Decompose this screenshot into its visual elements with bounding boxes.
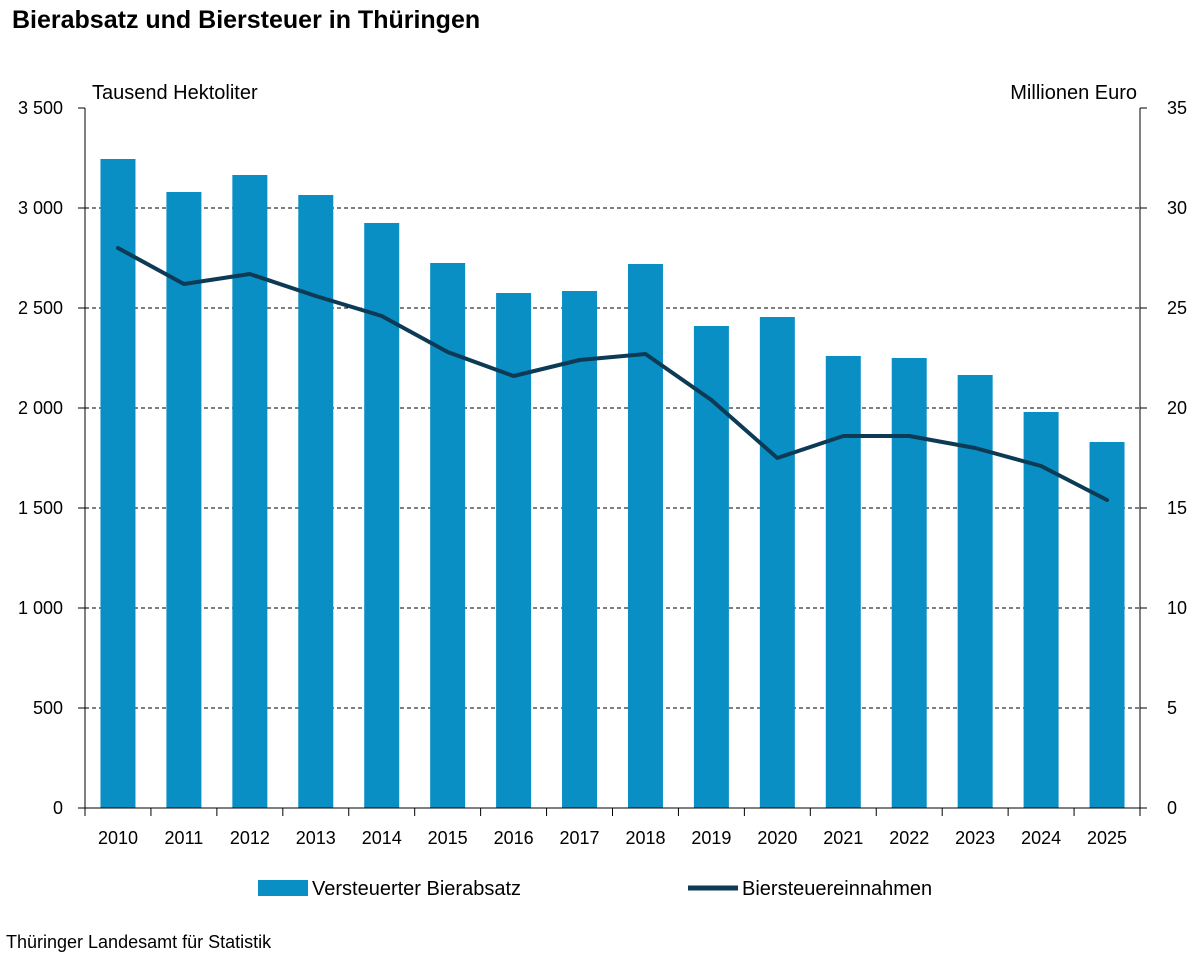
legend: Versteuerter Bierabsatz Biersteuereinnah…	[258, 878, 932, 900]
x-tick-label: 2016	[494, 828, 534, 848]
x-tick-label: 2017	[560, 828, 600, 848]
x-tick-label: 2015	[428, 828, 468, 848]
x-tick-label: 2024	[1021, 828, 1061, 848]
x-tick-label: 2021	[823, 828, 863, 848]
y-tick-label-right: 25	[1167, 298, 1187, 318]
x-tick-label: 2022	[889, 828, 929, 848]
y-axis-left-label: Tausend Hektoliter	[92, 82, 258, 104]
x-tick-label: 2018	[625, 828, 665, 848]
x-tick-label: 2013	[296, 828, 336, 848]
x-tick-label: 2014	[362, 828, 402, 848]
legend-label-line: Biersteuereinnahmen	[742, 878, 932, 900]
bar-2010	[100, 159, 136, 808]
y-tick-label-left: 3 500	[18, 98, 63, 118]
y-tick-label-right: 30	[1167, 198, 1187, 218]
y-axis-right-label: Millionen Euro	[1010, 82, 1137, 104]
tick-labels: 0 500 1 000 1 500 2 000 2 500 3 000 3 500 0 5 10 15…	[18, 98, 1187, 848]
bar-2020	[759, 317, 795, 808]
y-tick-label-right: 0	[1167, 798, 1177, 818]
y-tick-label-left: 1 500	[18, 498, 63, 518]
x-tick-label: 2010	[98, 828, 138, 848]
x-tick-label: 2020	[757, 828, 797, 848]
bar-2011	[166, 192, 202, 808]
line-biersteuereinnahmen	[115, 246, 1110, 502]
y-tick-label-left: 3 000	[18, 198, 63, 218]
bar-2024	[1023, 412, 1059, 808]
y-tick-label-right: 5	[1167, 698, 1177, 718]
y-tick-label-right: 10	[1167, 598, 1187, 618]
y-tick-label-left: 2 500	[18, 298, 63, 318]
bar-2022	[891, 358, 927, 808]
y-tick-label-left: 1 000	[18, 598, 63, 618]
y-tick-label-right: 35	[1167, 98, 1187, 118]
y-tick-label-left: 500	[33, 698, 63, 718]
axes	[78, 107, 1147, 816]
bar-2016	[496, 293, 532, 808]
chart-title: Bierabsatz und Biersteuer in Thüringen	[12, 6, 481, 34]
legend-swatch-bar	[258, 880, 308, 896]
bar-2019	[693, 326, 729, 808]
line-series	[115, 246, 1110, 502]
x-tick-label: 2023	[955, 828, 995, 848]
bar-2025	[1089, 442, 1125, 808]
legend-label-bar: Versteuerter Bierabsatz	[312, 878, 521, 900]
bar-2021	[825, 356, 861, 808]
bar-2018	[627, 264, 663, 808]
x-tick-label: 2025	[1087, 828, 1127, 848]
y-tick-label-right: 20	[1167, 398, 1187, 418]
x-tick-label: 2011	[165, 828, 204, 848]
x-tick-label: 2012	[230, 828, 270, 848]
bar-2023	[957, 375, 993, 808]
bar-2013	[298, 195, 334, 808]
y-tick-label-right: 15	[1167, 498, 1187, 518]
bars	[100, 159, 1125, 808]
bar-2017	[562, 291, 598, 808]
y-tick-label-left: 0	[53, 798, 63, 818]
bar-2012	[232, 175, 268, 808]
x-tick-label: 2019	[691, 828, 731, 848]
y-tick-label-left: 2 000	[18, 398, 63, 418]
source-note: Thüringer Landesamt für Statistik	[6, 932, 272, 952]
